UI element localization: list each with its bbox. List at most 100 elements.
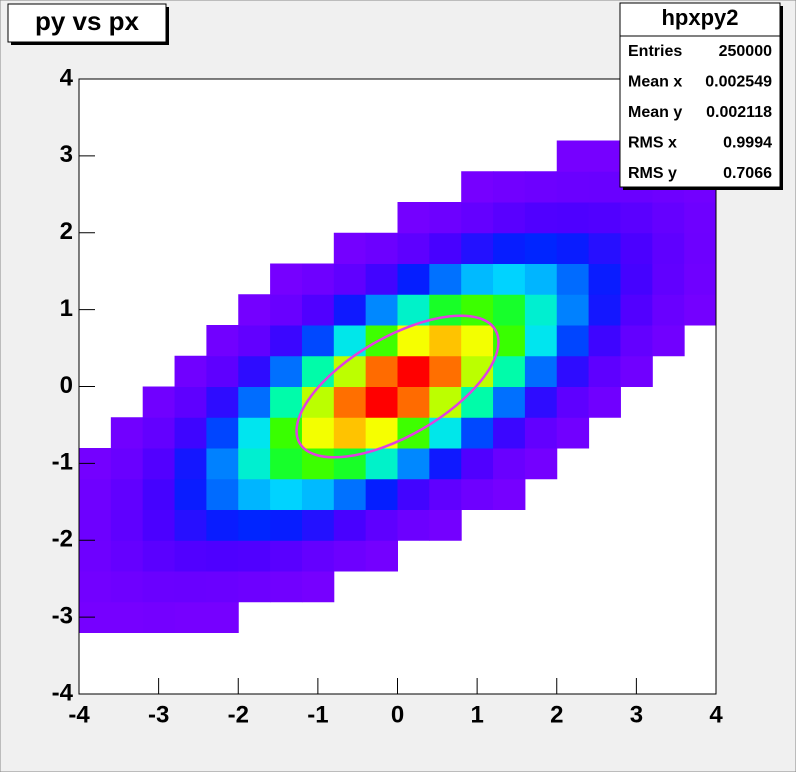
cell [493,355,526,387]
cell [238,448,271,480]
cell [301,263,335,295]
cell [493,478,526,510]
cell [270,509,303,541]
cell [524,325,558,357]
cell [365,232,398,264]
cell [461,448,494,480]
stats-label: Mean y [628,104,682,121]
cell [270,478,303,510]
cell [461,202,494,234]
cell [270,448,303,480]
cells [79,140,717,633]
cell [429,263,462,295]
cell [588,263,621,295]
cell [142,448,176,480]
cell [142,417,176,449]
cell [238,417,271,449]
cell [684,294,717,326]
cell [620,294,653,326]
cell [333,355,367,387]
cell [429,294,462,326]
cell [110,478,144,510]
cell [142,571,176,603]
cell [79,571,112,603]
ellipse [295,314,500,459]
cell [333,540,367,572]
cell [620,263,653,295]
cell [333,386,367,418]
cell [174,355,207,387]
cell [461,171,494,203]
cell [620,325,653,357]
cell [493,202,526,234]
cell [365,386,398,418]
cell [79,540,112,572]
cell [588,202,621,234]
cell [270,294,303,326]
cell [333,232,367,264]
cell [301,540,335,572]
cell [429,325,462,357]
cell [333,263,367,295]
cell [524,355,558,387]
cell [397,202,430,234]
cell [110,540,144,572]
stats-value: 0.002118 [706,104,772,121]
cell [365,478,398,510]
cell [429,355,462,387]
cell [556,325,590,357]
cell [110,601,144,633]
cell [397,386,430,418]
cell [110,417,144,449]
cell [174,386,207,418]
cell [556,232,590,264]
cell [524,171,558,203]
stats-title: hpxpy2 [661,5,738,30]
cell [301,417,335,449]
cell [79,509,112,541]
cell [206,601,239,633]
cell [365,294,398,326]
y-tick-label: -4 [52,679,74,706]
cell [524,294,558,326]
x-tick-label: -4 [68,701,90,728]
stats-label: Mean x [628,74,682,91]
cell [652,232,685,264]
cell [270,355,303,387]
cell [588,232,621,264]
cell [493,386,526,418]
cell [333,478,367,510]
cell [684,263,717,295]
cell [174,540,207,572]
cell [365,355,398,387]
cell [588,355,621,387]
cell [238,509,271,541]
stats-value: 0.7066 [723,165,772,182]
cell [365,263,398,295]
cell [174,601,207,633]
cell [365,325,398,357]
stats-value: 0.9994 [723,135,772,152]
cell [461,232,494,264]
cell [238,540,271,572]
cell [652,263,685,295]
cell [206,355,239,387]
cell [270,571,303,603]
cell [174,509,207,541]
cell [333,417,367,449]
cell [556,171,590,203]
cell [652,202,685,234]
cell [142,509,176,541]
cell [365,448,398,480]
cell [556,140,590,172]
cell [174,448,207,480]
cell [270,325,303,357]
stats-label: RMS y [628,165,677,182]
cell [206,540,239,572]
cell [652,294,685,326]
cell [429,478,462,510]
cell [397,232,430,264]
cell [588,171,621,203]
cell [238,478,271,510]
